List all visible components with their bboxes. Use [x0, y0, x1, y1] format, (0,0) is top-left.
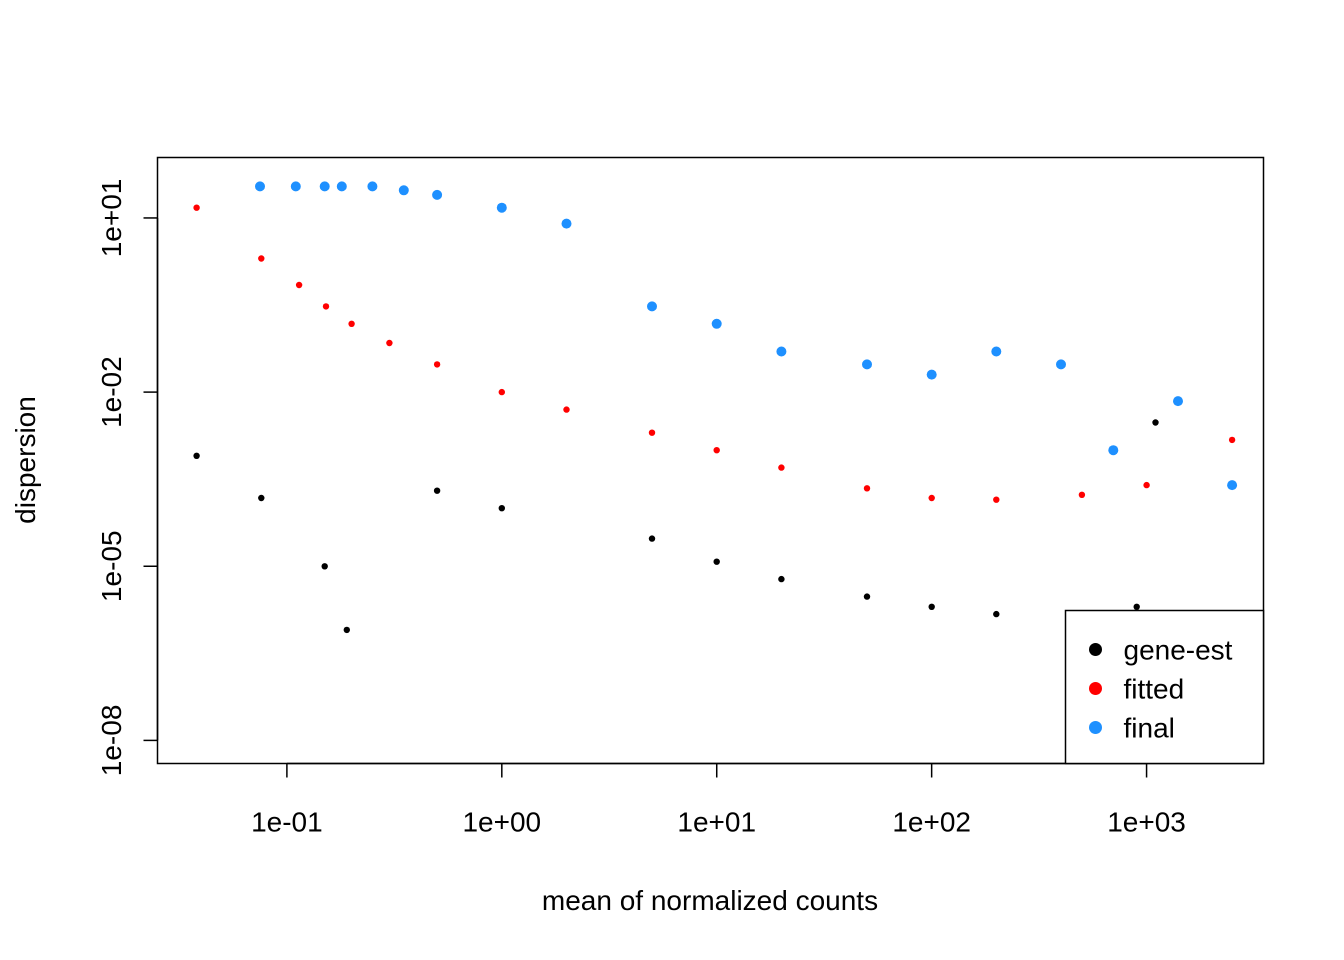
point-gene-est: [713, 558, 720, 565]
point-final: [496, 202, 507, 213]
point-gene-est: [778, 575, 785, 583]
legend-label: fitted: [1124, 674, 1185, 705]
point-final: [647, 301, 657, 312]
point-fitted: [1143, 481, 1150, 489]
point-fitted: [648, 429, 656, 436]
point-final: [1108, 445, 1119, 456]
point-fitted: [322, 303, 330, 310]
point-final: [1227, 480, 1238, 491]
x-axis-title: mean of normalized counts: [542, 885, 878, 916]
x-tick-label: 1e+01: [677, 807, 756, 838]
point-final: [367, 181, 378, 192]
point-fitted: [713, 447, 720, 454]
legend-swatch: [1089, 682, 1102, 695]
point-final: [319, 181, 330, 192]
point-gene-est: [433, 487, 441, 494]
data-points: [193, 181, 1238, 634]
point-gene-est: [1133, 603, 1140, 610]
point-fitted: [295, 281, 303, 289]
point-fitted: [1228, 436, 1236, 444]
x-tick-label: 1e+03: [1107, 807, 1186, 838]
point-fitted: [1078, 491, 1086, 498]
y-tick-label: 1e-08: [96, 705, 127, 777]
x-tick-label: 1e+00: [462, 807, 541, 838]
legend-label: final: [1124, 713, 1175, 744]
point-fitted: [778, 464, 785, 471]
x-axis: 1e-01 1e+00 1e+01 1e+02 1e+03: [251, 762, 1186, 838]
x-tick-label: 1e-01: [251, 807, 323, 838]
y-tick-label: 1e-05: [96, 530, 127, 602]
x-tick-label: 1e+02: [892, 807, 971, 838]
point-fitted: [993, 496, 1000, 503]
legend: gene-est fitted final: [1064, 609, 1265, 765]
point-final: [336, 181, 347, 192]
point-gene-est: [258, 494, 265, 502]
point-fitted: [348, 320, 355, 327]
legend-label: gene-est: [1124, 635, 1233, 666]
point-final: [432, 189, 443, 200]
point-gene-est: [863, 593, 871, 600]
legend-swatch: [1089, 643, 1102, 656]
point-final: [1173, 396, 1183, 407]
point-final: [776, 346, 787, 357]
point-gene-est: [1152, 419, 1159, 426]
series-gene-est: [193, 419, 1236, 634]
y-axis: 1e-08 1e-05 1e-02 1e+01: [96, 179, 159, 777]
point-final: [290, 181, 301, 192]
point-fitted: [193, 204, 200, 211]
point-gene-est: [928, 603, 935, 610]
point-final: [561, 218, 572, 229]
point-final: [711, 318, 722, 329]
y-tick-label: 1e-02: [96, 356, 127, 428]
legend-swatch: [1089, 721, 1102, 734]
point-gene-est: [193, 452, 200, 459]
point-final: [926, 369, 937, 380]
point-final: [1056, 359, 1066, 370]
point-final: [398, 185, 409, 196]
point-gene-est: [321, 563, 328, 570]
point-gene-est: [993, 610, 1000, 618]
point-gene-est: [648, 535, 656, 542]
y-tick-label: 1e+01: [96, 179, 127, 258]
point-fitted: [433, 361, 441, 368]
point-fitted: [928, 494, 935, 502]
point-fitted: [258, 255, 265, 262]
y-axis-title: dispersion: [10, 396, 41, 524]
point-fitted: [386, 339, 393, 347]
point-final: [991, 346, 1002, 357]
point-fitted: [563, 406, 570, 413]
series-fitted: [193, 204, 1236, 503]
point-final: [862, 359, 872, 370]
series-final: [255, 181, 1238, 491]
point-gene-est: [343, 626, 350, 634]
point-gene-est: [498, 505, 505, 512]
point-final: [255, 181, 265, 192]
point-fitted: [498, 388, 505, 396]
point-fitted: [863, 485, 871, 492]
